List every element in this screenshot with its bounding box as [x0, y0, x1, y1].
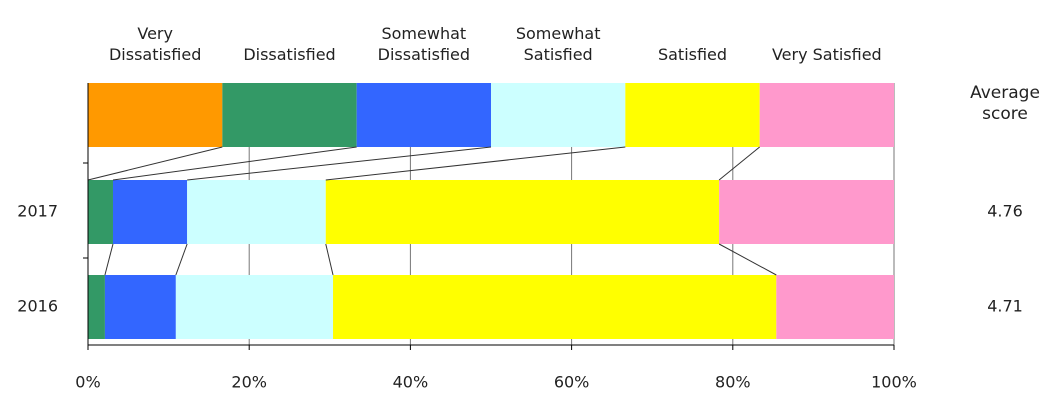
x-tick-label: 60% [554, 373, 590, 392]
legend-swatch [356, 83, 491, 147]
connector-line [87, 146, 223, 181]
connector-line [187, 146, 492, 181]
legend-swatch [759, 83, 894, 147]
connector-line [718, 146, 760, 181]
legend-label: Satisfied [657, 45, 728, 64]
bar-segment [175, 275, 334, 339]
average-score: 4.71 [987, 297, 1023, 316]
bar-segment [88, 275, 105, 339]
connector-line [175, 243, 188, 276]
x-tick-label: 40% [393, 373, 429, 392]
x-tick-label: 20% [231, 373, 267, 392]
bar-segment [112, 180, 188, 244]
bar-segment [776, 275, 894, 339]
legend-label: Very Dissatisfied [108, 24, 202, 64]
bar-segment [88, 180, 113, 244]
legend-label: Somewhat Satisfied [515, 24, 601, 64]
bar-segment [187, 180, 326, 244]
connector-line [325, 146, 626, 181]
bar-segment [719, 180, 894, 244]
connector-line [718, 243, 777, 276]
x-tick-label: 100% [871, 373, 917, 392]
legend-swatch [88, 83, 223, 147]
x-tick-label: 0% [75, 373, 100, 392]
average-score-title: Average score [970, 83, 1040, 124]
bar-segment [104, 275, 176, 339]
connector-line [325, 243, 334, 276]
legend-swatch [222, 83, 357, 147]
legend-swatch [625, 83, 760, 147]
bar-segment [325, 180, 720, 244]
average-score: 4.76 [987, 202, 1023, 221]
connector-line [112, 146, 357, 181]
y-tick-label: 2016 [17, 297, 58, 316]
legend-swatch [491, 83, 626, 147]
connector-line [104, 243, 114, 276]
legend-label: Very Satisfied [771, 45, 882, 64]
bar-segment [333, 275, 777, 339]
legend-label: Somewhat Dissatisfied [377, 24, 471, 64]
legend-label: Dissatisfied [243, 45, 336, 64]
x-tick-label: 80% [715, 373, 751, 392]
y-tick-label: 2017 [17, 202, 58, 221]
